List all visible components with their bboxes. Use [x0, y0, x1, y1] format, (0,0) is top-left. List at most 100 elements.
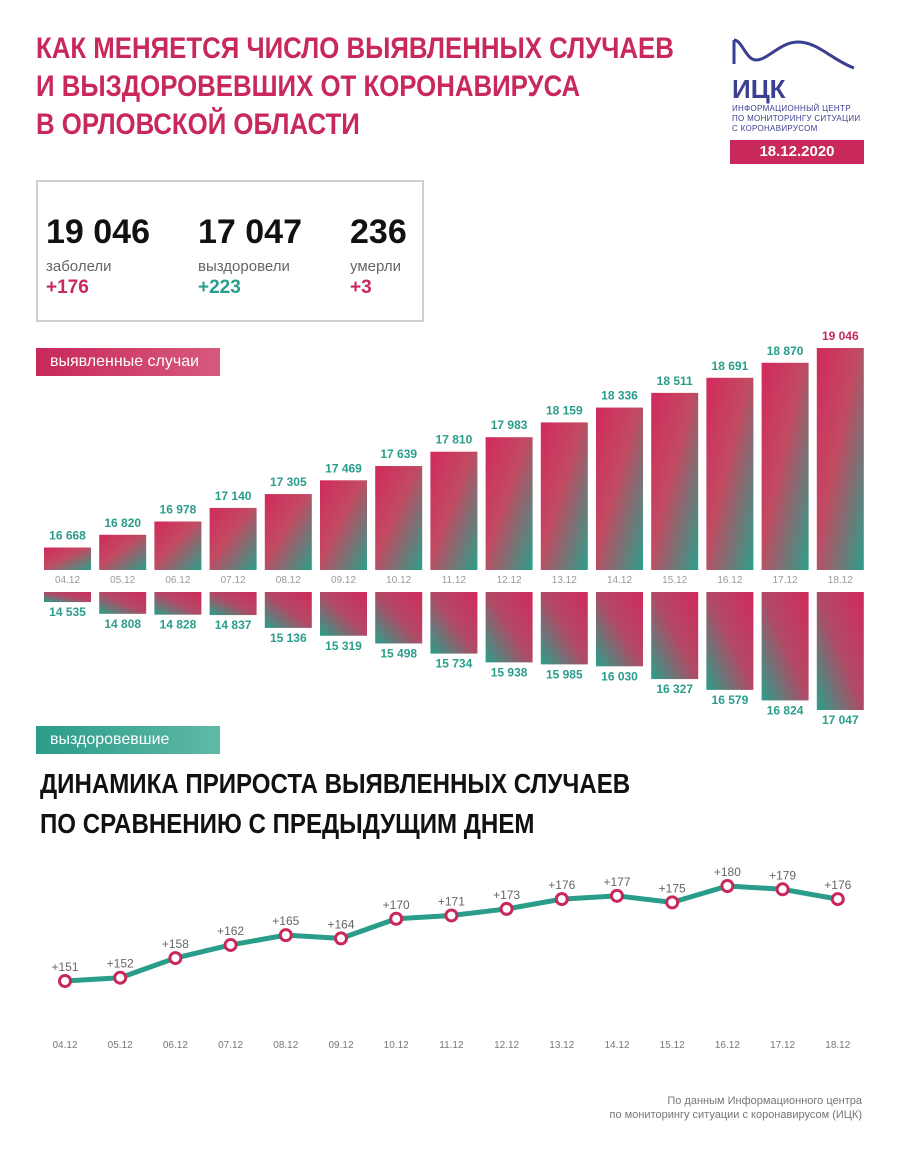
- x-tick-label: 06.12: [165, 575, 190, 586]
- cases-bar: [761, 362, 809, 570]
- cases-value-label: 18 159: [546, 403, 583, 417]
- increase-value-label: +179: [769, 868, 796, 882]
- increase-point: [278, 928, 293, 943]
- x-tick-label: 05.12: [108, 1040, 133, 1051]
- increase-value-label: +170: [383, 898, 410, 912]
- recovered-bar: [264, 592, 312, 628]
- stat-delta: +176: [46, 277, 89, 298]
- cases-value-label: 18 691: [712, 359, 749, 373]
- recovered-value-label: 15 319: [325, 639, 362, 653]
- x-tick-label: 15.12: [660, 1040, 685, 1051]
- increase-point: [610, 888, 624, 903]
- recovered-bar: [320, 592, 367, 636]
- cases-value-label: 17 469: [325, 461, 362, 475]
- recovered-value-label: 15 136: [270, 631, 307, 645]
- cases-bar: [430, 451, 478, 570]
- x-tick-label: 13.12: [549, 1040, 574, 1051]
- title-line: И ВЫЗДОРОВЕВШИХ ОТ КОРОНАВИРУСА: [36, 70, 581, 103]
- increase-point: [334, 931, 348, 946]
- cases-bar: [596, 407, 643, 570]
- stat-deaths: 236 умерли +3: [350, 212, 407, 299]
- logo-caption: ИНФОРМАЦИОННЫЙ ЦЕНТР ПО МОНИТОРИНГУ СИТУ…: [732, 104, 861, 133]
- increase-point: [223, 937, 238, 952]
- recovered-value-label: 15 938: [491, 665, 528, 679]
- logo-wave-icon: [732, 38, 855, 70]
- recovered-value-label: 16 824: [767, 703, 804, 717]
- recovered-value-label: 14 837: [215, 618, 252, 632]
- recovered-bar: [99, 592, 147, 614]
- increase-point: [720, 879, 735, 893]
- cases-value-label: 17 305: [270, 475, 307, 489]
- stat-value: 19 046: [46, 213, 150, 251]
- title-line: В ОРЛОВСКОЙ ОБЛАСТИ: [36, 108, 360, 141]
- recovered-value-label: 14 808: [104, 617, 141, 631]
- x-tick-label: 16.12: [717, 575, 742, 586]
- stat-value: 17 047: [198, 213, 302, 251]
- stats-box: 19 046 заболели +176 17 047 выздоровели …: [36, 180, 424, 322]
- cases-bar: [375, 466, 423, 570]
- cases-value-label: 17 639: [380, 447, 417, 461]
- x-tick-label: 08.12: [273, 1040, 298, 1051]
- recovered-bar: [44, 592, 91, 603]
- recovered-value-label: 16 327: [656, 682, 693, 696]
- logo: ИЦК: [732, 38, 855, 104]
- recovered-bar: [651, 592, 699, 680]
- recovered-bar: [761, 592, 809, 701]
- dynamics-title: ДИНАМИКА ПРИРОСТА ВЫЯВЛЕННЫХ СЛУЧАЕВ ПО …: [40, 768, 631, 839]
- recovered-value-label: 14 535: [49, 605, 86, 619]
- stat-value: 236: [350, 213, 407, 251]
- x-tick-label: 05.12: [110, 575, 135, 586]
- cases-value-label: 18 870: [767, 344, 804, 358]
- x-tick-label: 14.12: [607, 575, 632, 586]
- x-tick-label: 11.12: [442, 575, 467, 586]
- x-tick-label: 18.12: [828, 575, 853, 586]
- x-tick-label: 12.12: [494, 1040, 519, 1051]
- increase-point: [168, 951, 183, 966]
- increase-value-label: +177: [603, 875, 630, 889]
- recovered-bar: [485, 592, 533, 663]
- stat-cases: 19 046 заболели +176: [46, 212, 150, 299]
- increase-value-label: +173: [493, 888, 520, 902]
- increase-point: [113, 970, 128, 985]
- cases-bar: [706, 377, 754, 570]
- increase-value-label: +171: [438, 894, 465, 908]
- increase-point: [389, 911, 404, 926]
- x-tick-label: 12.12: [497, 575, 522, 586]
- x-tick-label: 17.12: [773, 575, 798, 586]
- x-tick-label: 18.12: [825, 1040, 850, 1051]
- x-tick-label: 17.12: [770, 1040, 795, 1051]
- increase-value-label: +165: [272, 914, 299, 928]
- increase-value-label: +164: [327, 917, 354, 931]
- cases-bar: [154, 521, 202, 570]
- cases-value-label: 19 046: [822, 329, 859, 343]
- recovered-value-label: 17 047: [822, 713, 859, 727]
- recovered-value-label: 15 985: [546, 667, 583, 681]
- increase-value-label: +162: [217, 924, 244, 938]
- cases-bar: [44, 547, 91, 570]
- recovered-bar: [706, 592, 754, 690]
- x-tick-label: 06.12: [163, 1040, 188, 1051]
- cases-bar: [209, 507, 257, 570]
- source-note: По данным Информационного центра по мони…: [609, 1095, 862, 1121]
- increase-value-label: +175: [659, 881, 686, 895]
- x-tick-label: 10.12: [384, 1040, 409, 1051]
- x-tick-label: 09.12: [331, 575, 356, 586]
- recovered-pill: выздоровевшие: [36, 726, 220, 754]
- cases-bar: [651, 392, 699, 570]
- cases-value-label: 17 810: [436, 433, 473, 447]
- recovered-value-label: 15 498: [380, 646, 417, 660]
- cases-bar: [540, 422, 588, 570]
- recovered-bar: [596, 592, 643, 667]
- recovered-bar: [375, 592, 423, 644]
- recovered-value-label: 14 828: [160, 618, 197, 632]
- x-tick-label: 11.12: [439, 1040, 464, 1051]
- recovered-value-label: 16 579: [712, 693, 749, 707]
- recovered-bar: [540, 592, 588, 665]
- date-badge: 18.12.2020: [730, 140, 864, 164]
- recovered-value-label: 16 030: [601, 669, 638, 683]
- x-tick-label: 07.12: [218, 1040, 243, 1051]
- x-tick-label: 08.12: [276, 575, 301, 586]
- stat-delta: +223: [198, 277, 241, 298]
